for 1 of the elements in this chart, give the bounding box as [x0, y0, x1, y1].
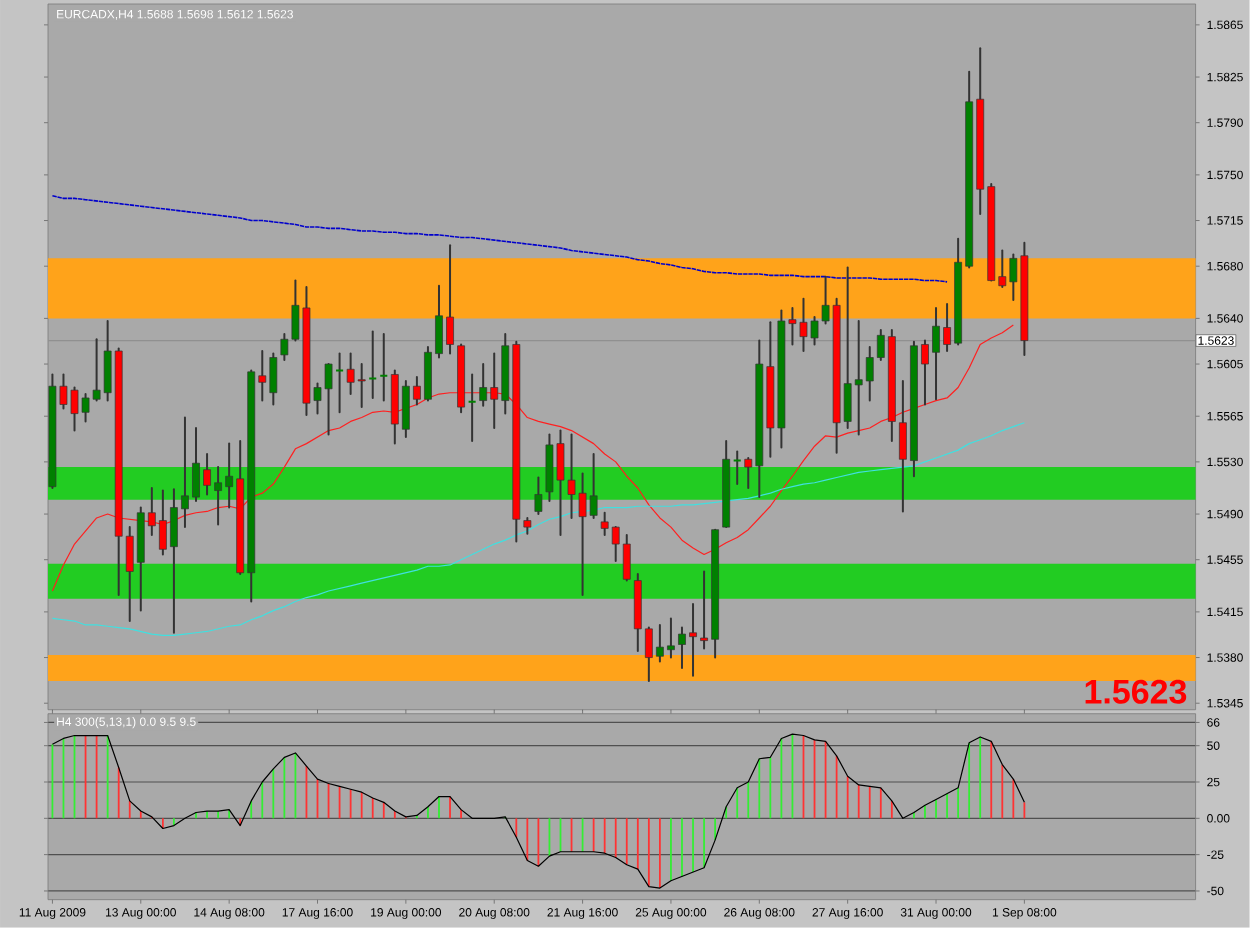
text: 1.5623	[1085, 679, 1187, 704]
